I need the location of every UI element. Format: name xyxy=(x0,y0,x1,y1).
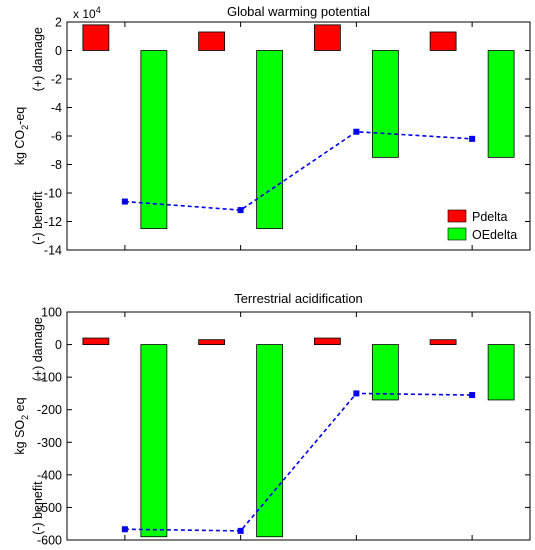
legend-swatch-OEdelta xyxy=(447,227,467,241)
bar-Pdelta-2 xyxy=(198,31,226,51)
y-tick-label: -4 xyxy=(51,101,62,115)
net-line xyxy=(124,392,473,532)
benefit-label: (-) benefit xyxy=(31,481,45,535)
bar-OEdelta-2 xyxy=(256,344,284,538)
bar-Pdelta-1 xyxy=(82,337,110,345)
bar-Pdelta-4 xyxy=(429,339,457,345)
y-tick-label: 2 xyxy=(55,16,62,30)
bar-Pdelta-3 xyxy=(313,337,341,345)
y-tick-label: -500 xyxy=(37,501,62,515)
y-tick-label: 0 xyxy=(55,44,62,58)
bar-OEdelta-2 xyxy=(256,50,284,230)
damage-label: (+) damage xyxy=(31,27,45,91)
unit-main: kg SO xyxy=(13,420,27,455)
damage-label: (+) damage xyxy=(31,317,45,381)
chart-title: Global warming potential xyxy=(227,4,370,19)
y-tick-label: -400 xyxy=(37,468,62,482)
plot-area xyxy=(66,311,531,541)
y-tick-label: 100 xyxy=(41,306,62,320)
chart-panel-1: Global warming potential 2 0 -2 -4 -6 -8 -10 -12… xyxy=(13,4,531,258)
net-marker-3 xyxy=(353,390,360,397)
y-tick-label: -100 xyxy=(37,371,62,385)
scale-exponent: 4 xyxy=(96,5,101,15)
bar-OEdelta-1 xyxy=(140,50,168,230)
y-tick-label: -10 xyxy=(44,187,62,201)
legend: Pdelta OEdelta xyxy=(447,209,517,242)
y-tick-label: -6 xyxy=(51,130,62,144)
y-tick-label: 0 xyxy=(55,338,62,352)
benefit-label: (-) benefit xyxy=(31,191,45,245)
bar-OEdelta-4 xyxy=(487,344,515,401)
y-tick-label: -8 xyxy=(51,158,62,172)
bar-Pdelta-3 xyxy=(313,24,341,51)
y-tick-label: -600 xyxy=(37,534,62,548)
bar-Pdelta-2 xyxy=(198,339,226,345)
y-axis-label-unit: kg CO2-eq xyxy=(13,107,30,166)
y-tick-label: -2 xyxy=(51,73,62,87)
net-marker-2 xyxy=(237,207,244,214)
net-marker-3 xyxy=(353,128,360,135)
legend-label-OEdelta: OEdelta xyxy=(472,228,517,242)
bar-OEdelta-4 xyxy=(487,50,515,158)
net-marker-1 xyxy=(121,526,128,533)
unit-end: -eq xyxy=(13,107,27,125)
net-marker-2 xyxy=(237,527,244,534)
net-marker-4 xyxy=(469,392,476,399)
chart-panel-2: Terrestrial acidification 100 0 -100 -200 -30… xyxy=(13,291,531,548)
legend-swatch-Pdelta xyxy=(447,209,467,223)
scale-label: x 104 xyxy=(73,5,101,21)
y-tick-label: -300 xyxy=(37,436,62,450)
y-tick-label: -200 xyxy=(37,403,62,417)
unit-end: eq xyxy=(13,397,27,414)
chart-title: Terrestrial acidification xyxy=(234,291,363,306)
y-tick-label: -12 xyxy=(44,215,62,229)
net-line xyxy=(124,130,473,211)
y-axis-label-benefit-damage: (-) benefit (+) damage xyxy=(31,317,45,535)
unit-subscript: 2 xyxy=(20,415,30,420)
bar-OEdelta-3 xyxy=(371,344,399,401)
bar-OEdelta-3 xyxy=(371,50,399,158)
y-axis-label-benefit-damage: (-) benefit (+) damage xyxy=(31,27,45,245)
bar-OEdelta-1 xyxy=(140,344,168,538)
unit-subscript: 2 xyxy=(20,125,30,130)
net-marker-1 xyxy=(121,198,128,205)
bar-Pdelta-1 xyxy=(82,24,110,51)
unit-main: kg CO xyxy=(13,130,27,166)
net-marker-4 xyxy=(469,135,476,142)
y-axis-label-unit: kg SO2 eq xyxy=(13,397,30,454)
y-tick-label: -14 xyxy=(44,244,62,258)
bar-Pdelta-4 xyxy=(429,31,457,51)
legend-label-Pdelta: Pdelta xyxy=(472,210,507,224)
